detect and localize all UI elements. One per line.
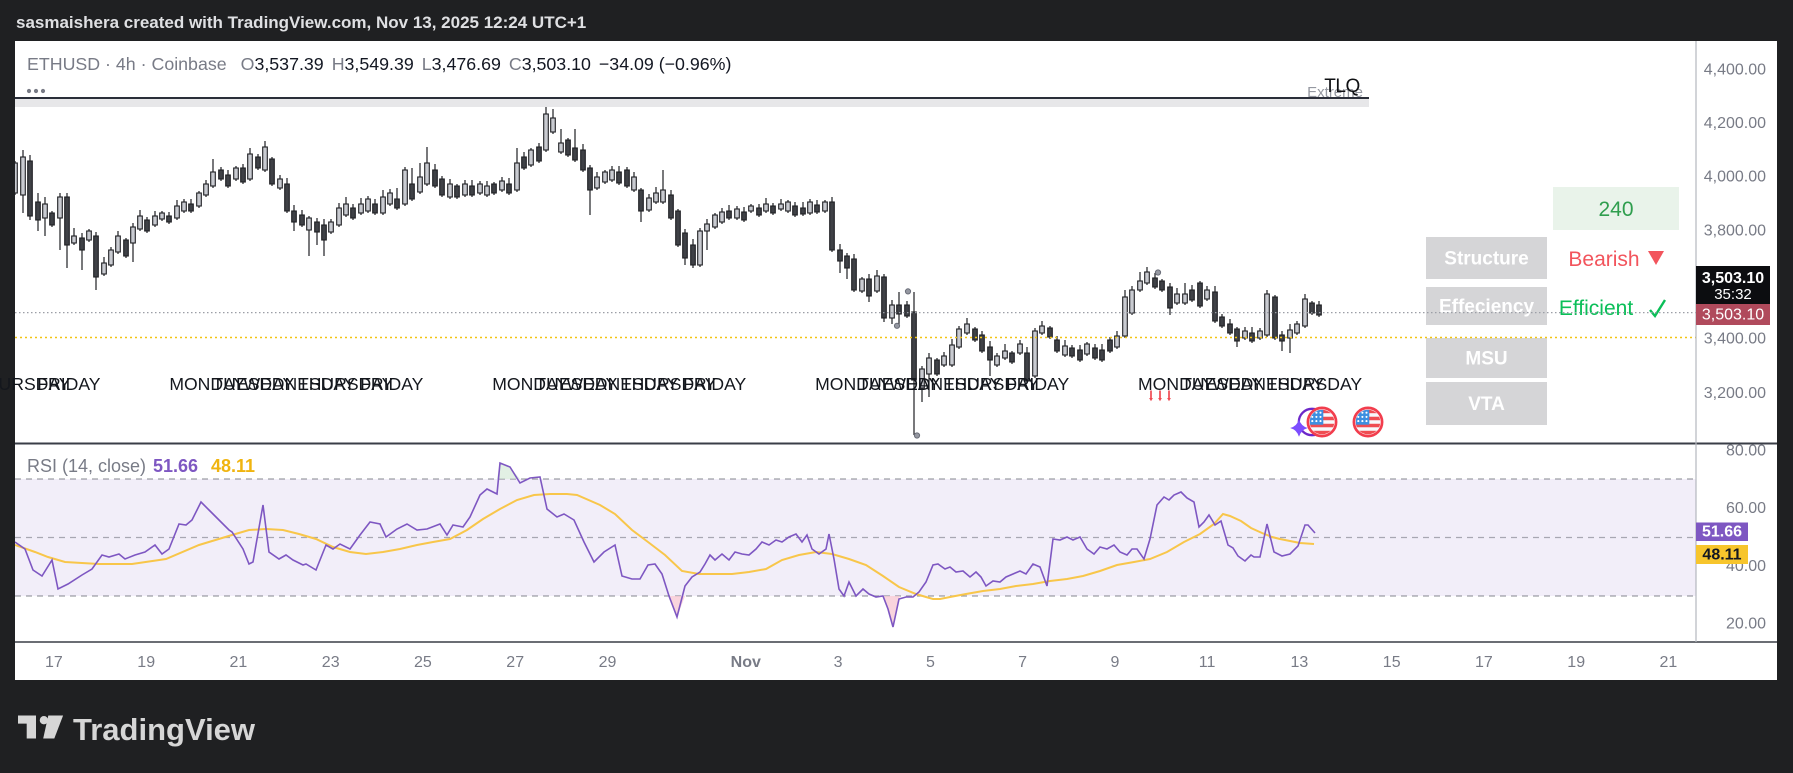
svg-text:THURSDAY: THURSDAY — [944, 374, 1040, 394]
svg-text:13: 13 — [1291, 654, 1309, 671]
svg-text:35:32: 35:32 — [1714, 286, 1752, 303]
svg-text:THURSDAY: THURSDAY — [298, 374, 394, 394]
svg-text:sasmaishera created with Tradi: sasmaishera created with TradingView.com… — [16, 13, 586, 32]
svg-text:WEDNESDAY: WEDNESDAY — [889, 374, 1001, 394]
svg-text:WEDNESDAY: WEDNESDAY — [1212, 374, 1324, 394]
svg-text:TUESDAY: TUESDAY — [535, 374, 617, 394]
svg-text:MONDAY: MONDAY — [815, 374, 891, 394]
svg-text:20.00: 20.00 — [1726, 616, 1766, 633]
svg-text:THURSDAY: THURSDAY — [621, 374, 717, 394]
svg-text:3,400.00: 3,400.00 — [1704, 331, 1766, 348]
svg-text:51.66: 51.66 — [153, 456, 198, 476]
svg-text:MONDAY: MONDAY — [169, 374, 245, 394]
svg-text:23: 23 — [322, 654, 340, 671]
svg-text:48.11: 48.11 — [1702, 547, 1741, 564]
svg-text:21: 21 — [230, 654, 248, 671]
svg-text:3,800.00: 3,800.00 — [1704, 223, 1766, 240]
svg-text:19: 19 — [1567, 654, 1585, 671]
svg-text:7: 7 — [1018, 654, 1027, 671]
svg-text:RSI (14, close): RSI (14, close) — [27, 456, 146, 476]
svg-text:MSU: MSU — [1465, 349, 1507, 370]
svg-text:TUESDAY: TUESDAY — [213, 374, 295, 394]
svg-text:4,400.00: 4,400.00 — [1704, 62, 1766, 79]
svg-text:THURSDAY: THURSDAY — [0, 374, 71, 394]
svg-text:VTA: VTA — [1468, 394, 1505, 415]
svg-text:3: 3 — [834, 654, 843, 671]
svg-text:THURSDAY: THURSDAY — [1267, 374, 1363, 394]
svg-text:9: 9 — [1110, 654, 1119, 671]
svg-text:3,503.10: 3,503.10 — [1702, 307, 1764, 324]
svg-text:TradingView: TradingView — [73, 712, 256, 747]
svg-text:11: 11 — [1199, 654, 1216, 671]
svg-text:21: 21 — [1660, 654, 1678, 671]
svg-text:3,503.10: 3,503.10 — [1702, 270, 1764, 287]
svg-text:80.00: 80.00 — [1726, 443, 1766, 460]
svg-text:4,000.00: 4,000.00 — [1704, 169, 1766, 186]
svg-text:FRIDAY: FRIDAY — [1006, 374, 1069, 394]
svg-text:3,200.00: 3,200.00 — [1704, 385, 1766, 402]
svg-text:27: 27 — [506, 654, 524, 671]
svg-text:Extreme: Extreme — [1307, 84, 1363, 101]
svg-text:19: 19 — [137, 654, 155, 671]
svg-text:FRIDAY: FRIDAY — [360, 374, 423, 394]
svg-text:51.66: 51.66 — [1702, 524, 1742, 541]
svg-text:17: 17 — [1475, 654, 1493, 671]
svg-text:MONDAY: MONDAY — [492, 374, 568, 394]
svg-text:29: 29 — [599, 654, 617, 671]
svg-text:WEDNESDAY: WEDNESDAY — [566, 374, 678, 394]
svg-text:Effeciency: Effeciency — [1439, 297, 1534, 318]
svg-text:4,200.00: 4,200.00 — [1704, 115, 1766, 132]
svg-text:FRIDAY: FRIDAY — [37, 374, 100, 394]
svg-text:TLQ: TLQ — [1324, 76, 1359, 97]
svg-text:17: 17 — [45, 654, 63, 671]
svg-text:TUESDAY: TUESDAY — [1181, 374, 1263, 394]
svg-text:MONDAY: MONDAY — [1138, 374, 1214, 394]
svg-text:Efficient: Efficient — [1559, 297, 1633, 320]
svg-text:Nov: Nov — [731, 654, 761, 671]
svg-text:TUESDAY: TUESDAY — [858, 374, 940, 394]
svg-text:FRIDAY: FRIDAY — [683, 374, 746, 394]
svg-text:Bearish: Bearish — [1568, 248, 1639, 271]
svg-text:60.00: 60.00 — [1726, 500, 1766, 517]
svg-text:5: 5 — [926, 654, 935, 671]
svg-text:48.11: 48.11 — [211, 456, 255, 476]
svg-text:WEDNESDAY: WEDNESDAY — [243, 374, 355, 394]
svg-text:Structure: Structure — [1444, 249, 1528, 270]
svg-text:25: 25 — [414, 654, 432, 671]
svg-text:15: 15 — [1383, 654, 1401, 671]
svg-text:240: 240 — [1598, 198, 1633, 221]
